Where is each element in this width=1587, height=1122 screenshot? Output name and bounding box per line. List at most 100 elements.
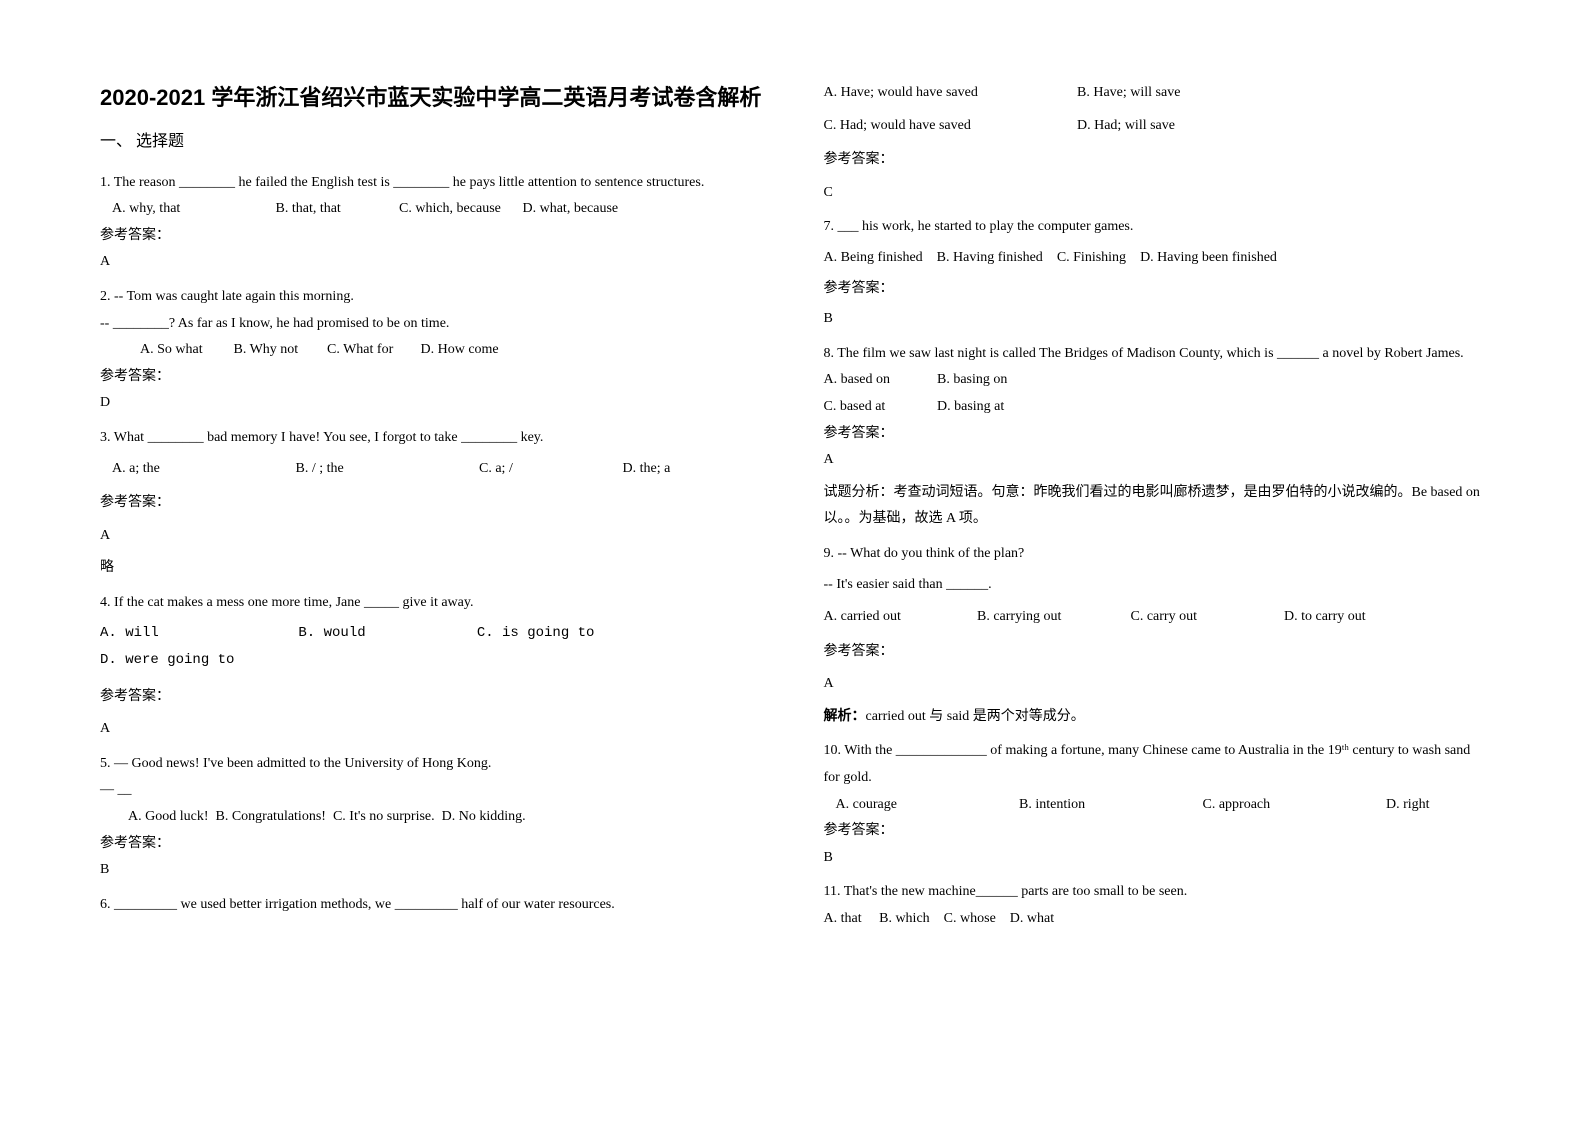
answer-label: 参考答案：	[100, 831, 764, 858]
answer-label: 参考答案：	[824, 276, 1488, 303]
option-b: B. that, that	[276, 196, 396, 223]
options: A. that B. which C. whose D. what	[824, 906, 1488, 933]
options: A. carried out B. carrying out C. carry …	[824, 604, 1488, 631]
answer-value: A	[824, 671, 1488, 698]
exam-title: 2020-2021 学年浙江省绍兴市蓝天实验中学高二英语月考试卷含解析	[100, 80, 764, 115]
options-row2: C. Had; would have saved D. Had; will sa…	[824, 113, 1488, 140]
option-a: A. a; the	[112, 456, 292, 483]
options: A. Good luck! B. Congratulations! C. It'…	[100, 804, 764, 831]
answer-value: A	[100, 523, 764, 550]
option-d: D. No kidding.	[442, 804, 526, 831]
answer-value: A	[100, 716, 764, 743]
question-text: 1. The reason ________ he failed the Eng…	[100, 170, 764, 197]
analysis-text: carried out 与 said 是两个对等成分。	[866, 709, 1085, 724]
question-text: 7. ___ his work, he started to play the …	[824, 214, 1488, 241]
answer-value: C	[824, 180, 1488, 207]
options: A. Have; would have saved B. Have; will …	[824, 80, 1488, 107]
options-row2: C. based at D. basing at	[824, 394, 1488, 421]
option-c: C. which, because	[399, 196, 519, 223]
answer-value: B	[100, 857, 764, 884]
option-d: D. the; a	[623, 456, 671, 483]
option-b: B. / ; the	[296, 456, 476, 483]
question-line2: -- ________? As far as I know, he had pr…	[100, 311, 764, 338]
answer-value: D	[100, 390, 764, 417]
option-c: C. carry out	[1131, 604, 1281, 631]
option-c: C. based at	[824, 394, 934, 421]
answer-value: A	[824, 447, 1488, 474]
question-line1: 9. -- What do you think of the plan?	[824, 541, 1488, 568]
answer-value: A	[100, 249, 764, 276]
section-header: 一、 选择题	[100, 127, 764, 157]
question-11: 11. That's the new machine______ parts a…	[824, 879, 1488, 932]
answer-value: B	[824, 845, 1488, 872]
options: A. a; the B. / ; the C. a; / D. the; a	[100, 456, 764, 483]
option-d: D. Had; will save	[1077, 113, 1175, 140]
note: 略	[100, 555, 764, 582]
option-a: A. So what	[140, 337, 230, 364]
answer-label: 参考答案：	[100, 490, 764, 517]
question-4: 4. If the cat makes a mess one more time…	[100, 590, 764, 743]
answer-label: 参考答案：	[100, 684, 764, 711]
option-c: C. is going to	[477, 620, 627, 647]
answer-value: B	[824, 306, 1488, 333]
question-8: 8. The film we saw last night is called …	[824, 341, 1488, 533]
analysis: 解析：carried out 与 said 是两个对等成分。	[824, 704, 1488, 731]
options: A. why, that B. that, that C. which, bec…	[100, 196, 764, 223]
answer-label: 参考答案：	[100, 364, 764, 391]
question-text: 11. That's the new machine______ parts a…	[824, 879, 1488, 906]
option-c: C. It's no surprise.	[333, 804, 435, 831]
options: A. Being finished B. Having finished C. …	[824, 245, 1488, 272]
option-c: C. whose	[944, 906, 996, 933]
options: A. will B. would C. is going to D. were …	[100, 620, 764, 673]
option-b: B. Having finished	[937, 245, 1043, 272]
options: A. courage B. intention C. approach D. r…	[824, 792, 1488, 819]
option-c: C. a; /	[479, 456, 619, 483]
analysis: 试题分析：考查动词短语。句意：昨晚我们看过的电影叫廊桥遗梦，是由罗伯特的小说改编…	[824, 480, 1488, 533]
option-d: D. were going to	[100, 647, 234, 674]
options: A. So what B. Why not C. What for D. How…	[100, 337, 764, 364]
option-a: A. Good luck!	[128, 804, 209, 831]
option-c: C. approach	[1203, 792, 1383, 819]
analysis-label: 解析：	[824, 709, 866, 724]
option-a: A. Have; would have saved	[824, 80, 1074, 107]
question-line1: 2. -- Tom was caught late again this mor…	[100, 284, 764, 311]
option-c: C. Finishing	[1057, 245, 1126, 272]
option-b: B. intention	[1019, 792, 1199, 819]
question-text: 8. The film we saw last night is called …	[824, 341, 1488, 368]
option-a: A. carried out	[824, 604, 974, 631]
question-6: A. Have; would have saved B. Have; will …	[824, 80, 1488, 206]
option-b: B. Why not	[234, 337, 324, 364]
option-a: A. that	[824, 906, 862, 933]
option-b: B. carrying out	[977, 604, 1127, 631]
option-b: B. Have; will save	[1077, 80, 1180, 107]
option-c: C. What for	[327, 337, 417, 364]
question-text: 10. With the _____________ of making a f…	[824, 738, 1488, 791]
option-d: D. what	[1010, 906, 1054, 933]
option-b: B. Congratulations!	[216, 804, 326, 831]
question-5: 5. — Good news! I've been admitted to th…	[100, 751, 764, 884]
question-9: 9. -- What do you think of the plan? -- …	[824, 541, 1488, 731]
question-7: 7. ___ his work, he started to play the …	[824, 214, 1488, 332]
option-d: D. what, because	[523, 196, 619, 223]
answer-label: 参考答案：	[100, 223, 764, 250]
option-a: A. Being finished	[824, 245, 923, 272]
question-2: 2. -- Tom was caught late again this mor…	[100, 284, 764, 417]
answer-label: 参考答案：	[824, 421, 1488, 448]
option-a: A. will	[100, 620, 290, 647]
options-row1: A. based on B. basing on	[824, 367, 1488, 394]
answer-label: 参考答案：	[824, 147, 1488, 174]
option-d: D. to carry out	[1284, 604, 1366, 631]
option-d: D. Having been finished	[1140, 245, 1277, 272]
option-d: D. basing at	[937, 394, 1004, 421]
question-6-text: 6. _________ we used better irrigation m…	[100, 892, 764, 919]
option-a: A. why, that	[112, 196, 272, 223]
option-b: B. which	[879, 906, 930, 933]
option-b: B. basing on	[937, 367, 1007, 394]
option-c: C. Had; would have saved	[824, 113, 1074, 140]
option-b: B. would	[298, 620, 468, 647]
question-line1: 5. — Good news! I've been admitted to th…	[100, 751, 764, 778]
question-1: 1. The reason ________ he failed the Eng…	[100, 170, 764, 276]
option-a: A. courage	[836, 792, 1016, 819]
answer-label: 参考答案：	[824, 639, 1488, 666]
option-a: A. based on	[824, 367, 934, 394]
